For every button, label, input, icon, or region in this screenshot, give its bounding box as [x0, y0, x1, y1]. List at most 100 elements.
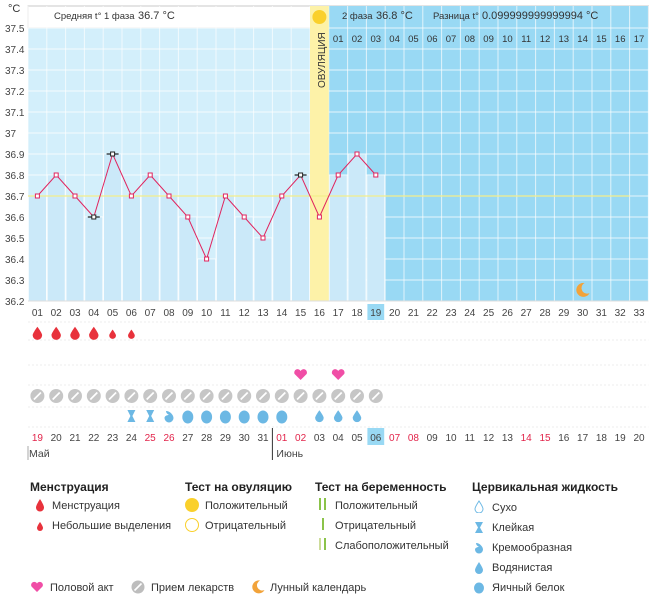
legend-cf-creamy: Кремообразная: [492, 542, 573, 554]
chart-axes: 36.2 36.3 36.4 36.5 36.6 36.7 36.8 36.9 37 37.1 37…: [5, 24, 649, 460]
temperature-bar: [366, 174, 385, 302]
legend-preg-negative: Отрицательный: [335, 520, 416, 532]
y-tick-label: 36.7: [5, 192, 25, 203]
blood-drop-icon: [89, 326, 99, 340]
x-tick-label: 05: [107, 308, 119, 319]
x-tick-label: 26: [502, 308, 514, 319]
blood-drop-icon: [32, 326, 43, 340]
temperature-point: [354, 151, 360, 157]
date-label: 18: [596, 433, 608, 444]
legend-ov-positive: Положительный: [205, 500, 288, 512]
date-label: 20: [51, 433, 63, 444]
temperature-point: [335, 172, 341, 178]
temperature-bar: [197, 258, 216, 302]
pregnancy-positive-icon: [319, 498, 326, 510]
temperature-bar: [291, 174, 310, 302]
symptom-rows: [28, 282, 649, 428]
date-label: 11: [465, 433, 476, 444]
pregnancy-weak-icon: [319, 538, 326, 550]
phase1-label: Средняя t° 1 фаза: [54, 11, 135, 22]
date-label: 13: [502, 433, 514, 444]
pill-icon-stripe: [164, 391, 174, 401]
sticky-hourglass-icon: [127, 410, 136, 422]
date-label: 17: [577, 433, 589, 444]
top-day-label: 06: [427, 34, 438, 45]
legend-lunar: Лунный календарь: [270, 582, 367, 594]
x-tick-label: 19: [370, 308, 382, 319]
pill-icon-stripe: [371, 391, 380, 401]
y-tick-label: 37.3: [5, 66, 25, 77]
top-day-label: 14: [577, 34, 588, 45]
legend-menstruation-heavy: Менструация: [52, 500, 120, 512]
small-blood-drop-icon: [109, 329, 116, 339]
temperature-point: [72, 193, 78, 199]
x-tick-label: 14: [276, 308, 288, 319]
legend-ovulation-test-title: Тест на овуляцию: [185, 480, 292, 494]
y-tick-label: 36.4: [5, 255, 25, 266]
negative-test-circle-icon: [185, 518, 199, 532]
date-label: 23: [107, 433, 119, 444]
pill-icon-stripe: [240, 391, 249, 401]
bbt-chart: 36.2 36.3 36.4 36.5 36.6 36.7 36.8 36.9 37 37.1 37…: [5, 3, 649, 460]
pill-icon-stripe: [127, 391, 136, 401]
y-tick-label: 36.5: [5, 234, 25, 245]
pill-icon-stripe: [183, 391, 192, 401]
x-tick-label: 13: [257, 308, 269, 319]
small-blood-drop-icon: [128, 329, 135, 339]
legend-cf-eggwhite: Яичный белок: [492, 582, 565, 594]
temperature-bar: [141, 174, 160, 302]
current-day-highlight: [367, 304, 385, 320]
date-label: 12: [483, 433, 495, 444]
temperature-bar: [84, 216, 104, 302]
top-day-label: 07: [446, 34, 457, 45]
temperature-bar: [253, 237, 273, 302]
y-tick-label: 37.1: [5, 108, 25, 119]
temperature-point: [204, 256, 210, 262]
x-tick-label: 30: [577, 308, 589, 319]
ovulation-band: [310, 6, 329, 301]
x-tick-label: 24: [464, 308, 476, 319]
x-tick-label: 22: [427, 308, 439, 319]
temperature-point: [128, 193, 134, 199]
x-tick-label: 25: [483, 308, 495, 319]
date-label: 27: [182, 433, 194, 444]
pill-icon-stripe: [221, 391, 230, 401]
temperature-point: [185, 214, 191, 220]
temperature-bar: [178, 216, 197, 302]
legend-menstruation-light: Небольшие выделения: [52, 520, 172, 532]
watery-drop-icon: [257, 410, 269, 424]
watery-drop-icon: [475, 562, 483, 574]
temperature-bar: [235, 216, 254, 302]
heart-icon: [331, 369, 345, 380]
x-tick-label: 04: [88, 308, 100, 319]
temperature-point: [260, 235, 266, 241]
sticky-hourglass-icon: [475, 522, 483, 533]
date-label: 01: [276, 433, 288, 444]
x-tick-label: 33: [633, 308, 645, 319]
y-tick-label: 36.9: [5, 150, 25, 161]
date-label: 16: [558, 433, 570, 444]
temperature-point: [298, 172, 304, 178]
date-label: 24: [126, 433, 138, 444]
temperature-point: [110, 151, 116, 157]
legend-cf-watery: Водянистая: [492, 562, 553, 574]
moon-icon: [252, 580, 265, 594]
pill-icon: [131, 580, 145, 594]
x-tick-label: 07: [145, 308, 157, 319]
y-tick-label: 36.6: [5, 213, 25, 224]
x-tick-label: 31: [596, 308, 608, 319]
date-label: 15: [539, 433, 551, 444]
x-tick-label: 08: [163, 308, 175, 319]
temperature-point: [147, 172, 153, 178]
top-day-label: 17: [634, 34, 645, 45]
phase1-value: 36.7 °C: [138, 10, 175, 22]
pill-icon-stripe: [296, 391, 305, 401]
ovulation-band-rect: [310, 6, 329, 301]
diff-value: 0.099999999999994 °C: [482, 10, 598, 22]
top-day-label: 10: [502, 34, 513, 45]
phase2-label: 2 фаза: [342, 11, 373, 22]
top-day-label: 08: [465, 34, 476, 45]
y-tick-label: 37.5: [5, 24, 25, 35]
pill-icon-stripe: [52, 391, 61, 401]
x-tick-label: 02: [51, 308, 63, 319]
